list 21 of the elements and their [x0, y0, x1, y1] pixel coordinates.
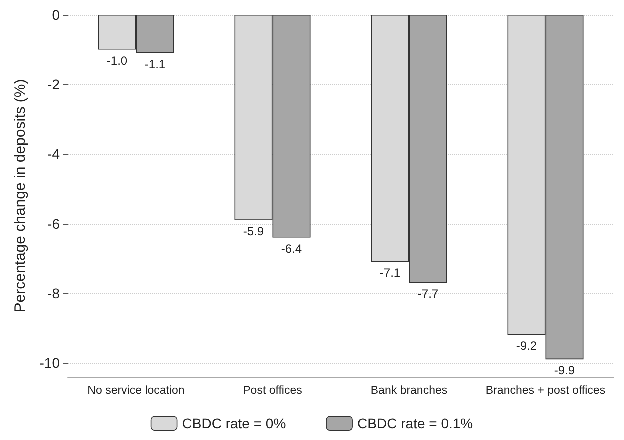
data-label: -1.1	[144, 57, 166, 72]
data-label: -9.9	[554, 364, 576, 378]
y-tick-label: -4	[48, 146, 60, 162]
data-label: -7.1	[380, 266, 401, 280]
y-tick-label: 0	[52, 7, 60, 23]
y-tick-label: -2	[48, 76, 60, 93]
legend-label: CBDC rate = 0.1%	[358, 416, 474, 432]
y-tick-label: -10	[40, 355, 60, 372]
data-label: -7.7	[418, 287, 439, 302]
y-tick-label: -8	[48, 285, 60, 302]
y-tick-label: -6	[48, 216, 60, 232]
data-label: -5.9	[243, 224, 264, 238]
data-label: -9.2	[516, 339, 538, 354]
x-tick-label: No service location	[88, 385, 185, 397]
data-label: -6.4	[281, 242, 302, 256]
legend-label: CBDC rate = 0%	[182, 416, 286, 432]
x-tick-label: Bank branches	[370, 385, 448, 397]
x-tick-label: Branches + post offices	[486, 385, 606, 397]
data-label: -1.0	[106, 54, 128, 68]
y-axis-title: Percentage change in deposits (%)	[12, 79, 29, 313]
x-tick-label: Post offices	[243, 385, 303, 397]
